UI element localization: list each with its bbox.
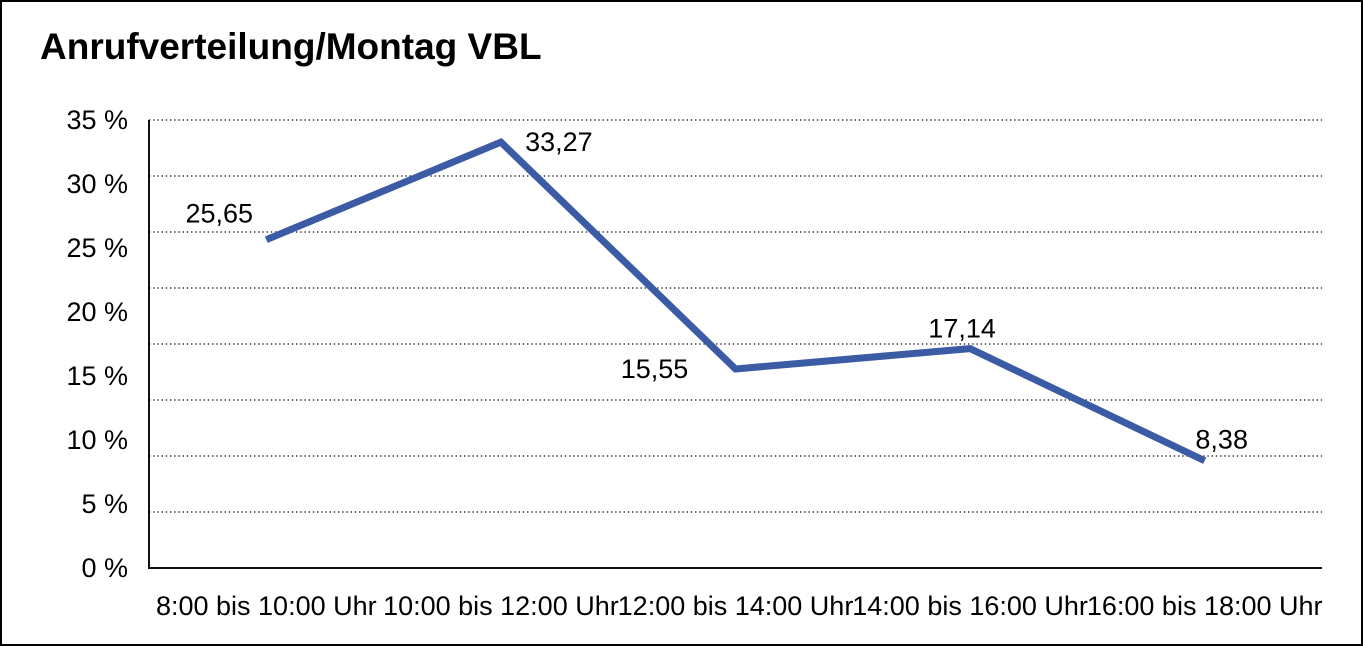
y-axis-tick-label: 15 %	[66, 361, 128, 391]
y-axis-tick-label: 20 %	[66, 297, 128, 327]
x-axis-category-label: 14:00 bis 16:00 Uhr	[852, 591, 1088, 621]
data-point-label: 25,65	[186, 199, 254, 229]
y-axis-tick-label: 10 %	[66, 425, 128, 455]
y-axis-tick-label: 35 %	[66, 105, 128, 135]
chart-title: Anrufverteilung/Montag VBL	[40, 26, 542, 67]
x-axis-category-label: 12:00 bis 14:00 Uhr	[618, 591, 854, 621]
x-axis-category-label: 8:00 bis 10:00 Uhr	[156, 591, 377, 621]
data-point-label: 17,14	[928, 314, 996, 344]
y-axis-tick-label: 5 %	[81, 489, 128, 519]
y-axis-tick-label: 30 %	[66, 169, 128, 199]
data-point-label: 8,38	[1195, 425, 1248, 455]
series-line	[264, 138, 1207, 464]
x-axis-category-label: 10:00 bis 12:00 Uhr	[383, 591, 619, 621]
y-axis-tick-label: 25 %	[66, 233, 128, 263]
x-axis-category-label: 16:00 bis 18:00 Uhr	[1087, 591, 1323, 621]
data-point-label: 33,27	[525, 127, 593, 157]
y-axis-tick-label: 0 %	[81, 553, 128, 583]
data-point-label: 15,55	[621, 354, 689, 384]
